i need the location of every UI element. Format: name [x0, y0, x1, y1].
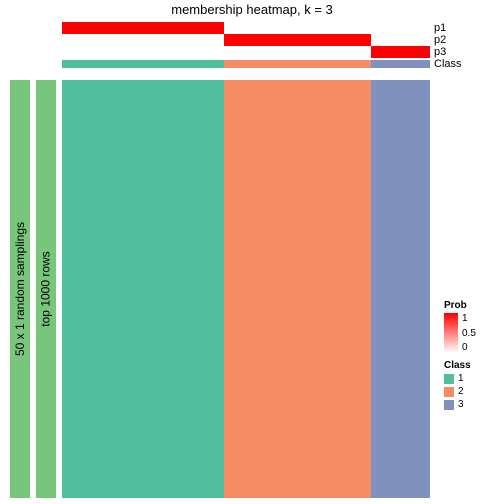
anno-row-p2	[62, 34, 430, 46]
legend-prob-title: Prob	[444, 300, 476, 311]
legend-class-item: 2	[444, 386, 471, 397]
legend-class-label: 3	[458, 399, 464, 410]
sidebar-rows: top 1000 rows	[36, 80, 56, 498]
legend-prob-tick: 0	[462, 342, 476, 353]
anno-seg	[62, 22, 224, 34]
heatmap-column	[224, 80, 371, 498]
anno-label-p1: p1	[434, 22, 446, 34]
legend-class: Class 1 2 3	[444, 360, 471, 410]
heatmap-column	[371, 80, 430, 498]
anno-seg	[224, 34, 371, 46]
anno-label-p2: p2	[434, 34, 446, 46]
legend-prob: Prob 10.50	[444, 300, 476, 353]
legend-prob-ticks: 10.50	[462, 313, 476, 353]
anno-seg	[371, 22, 430, 34]
sidebar-sampling-label: 50 x 1 random samplings	[13, 222, 27, 356]
legend-class-item: 3	[444, 399, 471, 410]
legend-class-items: 1 2 3	[444, 373, 471, 410]
class-band-seg	[224, 60, 371, 68]
sidebar-rows-label: top 1000 rows	[39, 251, 53, 326]
anno-row-p1	[62, 22, 430, 34]
anno-seg	[371, 46, 430, 58]
membership-heatmap-figure: membership heatmap, k = 3 p1p2p3 Class 5…	[0, 0, 504, 504]
class-band-label: Class	[434, 58, 462, 70]
class-band-seg	[62, 60, 224, 68]
legend-class-swatch	[444, 374, 454, 384]
class-band-seg	[371, 60, 430, 68]
anno-label-p3: p3	[434, 46, 446, 58]
legend-prob-tick: 1	[462, 313, 476, 324]
anno-seg	[224, 22, 371, 34]
heatmap-body	[62, 80, 430, 498]
class-color-band	[62, 60, 430, 68]
legend-prob-gradient	[444, 313, 458, 353]
legend-class-swatch	[444, 387, 454, 397]
anno-seg	[62, 34, 224, 46]
legend-prob-tick: 0.5	[462, 328, 476, 339]
legend-class-title: Class	[444, 360, 471, 371]
sidebar-sampling: 50 x 1 random samplings	[10, 80, 30, 498]
anno-seg	[371, 34, 430, 46]
legend-class-item: 1	[444, 373, 471, 384]
anno-row-p3	[62, 46, 430, 58]
anno-seg	[224, 46, 371, 58]
legend-class-label: 1	[458, 373, 464, 384]
figure-title: membership heatmap, k = 3	[0, 2, 504, 17]
legend-class-swatch	[444, 400, 454, 410]
heatmap-column	[62, 80, 224, 498]
anno-seg	[62, 46, 224, 58]
legend-class-label: 2	[458, 386, 464, 397]
